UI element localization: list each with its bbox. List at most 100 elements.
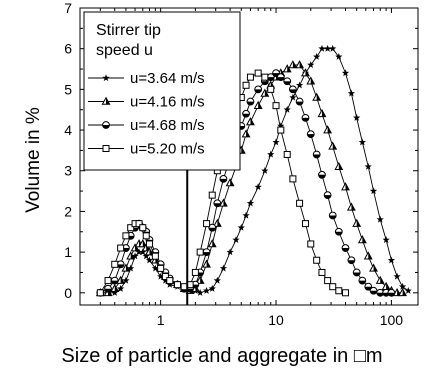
data-point <box>242 109 250 118</box>
plot-frame <box>79 7 419 306</box>
data-point <box>151 264 159 272</box>
data-point <box>253 100 263 109</box>
y-tick-label: 1 <box>64 244 72 260</box>
legend-label: u=4.68 m/s <box>130 117 205 134</box>
data-point <box>382 236 390 243</box>
x-tick-label: 10 <box>268 312 284 328</box>
data-point <box>142 232 150 240</box>
data-point <box>341 182 350 191</box>
legend-entry: u=3.64 m/s <box>88 70 205 87</box>
data-point <box>358 138 366 146</box>
data-point <box>267 85 275 93</box>
data-point <box>191 280 200 289</box>
data-point <box>329 283 337 291</box>
data-point <box>202 259 212 268</box>
data-point <box>369 286 378 295</box>
data-point <box>104 284 112 293</box>
data-point <box>110 276 119 285</box>
data-point <box>117 284 125 292</box>
data-point <box>161 276 170 284</box>
data-point <box>323 191 332 200</box>
data-point <box>347 256 356 265</box>
data-point <box>127 264 135 272</box>
data-point <box>111 260 119 268</box>
data-point <box>364 162 372 170</box>
data-point <box>387 256 396 264</box>
data-point <box>254 69 262 77</box>
data-point <box>219 174 228 183</box>
data-point <box>346 202 356 211</box>
data-point <box>301 113 310 122</box>
data-point <box>260 88 270 97</box>
data-point <box>313 53 321 60</box>
data-point <box>116 260 125 269</box>
legend: Stirrer tip speed u u=3.64 m/s u=4.16 m/s u=… <box>83 11 241 171</box>
data-point <box>296 199 304 207</box>
data-point <box>261 166 269 174</box>
data-point <box>313 256 321 264</box>
data-point <box>289 175 297 183</box>
data-point <box>135 248 143 256</box>
data-point <box>131 252 139 260</box>
data-point <box>295 97 304 106</box>
data-point <box>122 232 130 240</box>
data-point <box>116 275 126 284</box>
data-point <box>288 60 298 69</box>
legend-label: u=3.64 m/s <box>130 70 205 87</box>
data-point <box>295 60 305 69</box>
data-point <box>96 289 104 297</box>
data-point <box>404 286 412 294</box>
data-point <box>121 263 131 272</box>
data-point <box>174 281 182 289</box>
data-point <box>157 264 165 272</box>
y-tick-label: 6 <box>64 41 72 57</box>
data-point <box>104 277 112 285</box>
data-point <box>213 276 221 284</box>
data-point <box>283 77 292 86</box>
data-point <box>324 277 332 285</box>
data-point <box>398 282 407 290</box>
data-point <box>392 287 402 297</box>
legend-box <box>83 11 241 171</box>
data-point <box>352 268 361 277</box>
data-point <box>317 108 327 118</box>
data-point <box>277 122 285 130</box>
data-point <box>398 287 408 297</box>
series-4 <box>96 69 349 297</box>
legend-marker <box>102 74 110 82</box>
data-point <box>195 275 205 284</box>
y-tick-label: 3 <box>64 163 72 179</box>
y-tick-label: 0 <box>64 285 72 301</box>
data-point <box>363 251 373 260</box>
legend-marker <box>101 96 111 105</box>
y-tick-label: 2 <box>64 203 72 219</box>
data-point <box>126 251 136 260</box>
data-point <box>282 64 292 73</box>
data-point <box>307 61 315 69</box>
legend-marker <box>102 121 110 129</box>
data-point <box>335 53 343 60</box>
data-point <box>245 117 255 126</box>
data-point <box>157 272 165 280</box>
data-point <box>219 264 228 272</box>
data-point <box>254 183 262 191</box>
data-point <box>246 199 255 207</box>
data-point <box>166 280 174 288</box>
data-point <box>288 85 297 94</box>
data-point <box>318 44 326 52</box>
data-point <box>110 283 120 293</box>
x-axis-label: Size of particle and aggregate in □m <box>61 345 382 367</box>
y-tick-label: 5 <box>64 81 72 97</box>
data-point <box>347 89 356 97</box>
data-point <box>145 247 154 256</box>
data-point <box>196 288 204 296</box>
data-point <box>358 276 367 285</box>
data-point <box>289 93 297 101</box>
data-point <box>357 235 367 244</box>
data-point <box>272 138 280 146</box>
data-point <box>135 220 143 228</box>
legend-entry: u=5.20 m/s <box>88 141 205 158</box>
data-point <box>111 288 119 296</box>
data-point <box>254 85 263 94</box>
data-point <box>202 248 211 257</box>
